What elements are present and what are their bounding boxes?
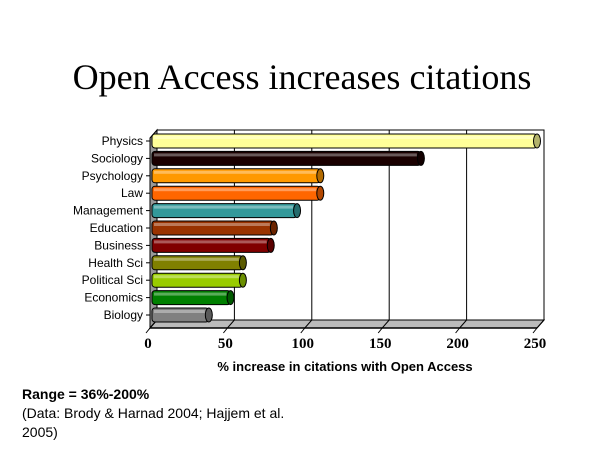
bar-end-cap [316,185,325,201]
bar [151,272,247,288]
x-tick [300,327,306,334]
category-label: Business [94,238,143,252]
x-tick-label: 50 [218,336,233,352]
floor-gridline [227,319,235,329]
bar-end-cap [266,237,275,253]
x-axis-label: % increase in citations with Open Access [217,359,472,374]
floor-gridline [304,319,313,329]
bar-end-cap [316,168,325,184]
bar-end-cap [269,220,278,236]
chart-title: Open Access increases citations [72,57,532,97]
bar-end-cap [238,255,247,271]
bar-highlight [154,240,267,244]
bar-end-cap [238,272,247,288]
x-tick-label: 100 [292,336,315,352]
bar [151,290,235,306]
category-label: Physics [102,134,143,148]
x-tick [455,327,460,334]
category-label: Psychology [82,169,143,183]
bar-end-cap [226,290,235,306]
category-label: Economics [84,291,143,305]
bar-highlight [154,292,227,296]
x-tick [145,327,151,334]
bar-highlight [154,153,417,157]
bar-end-cap [293,203,302,219]
bar [151,133,541,149]
range-note: Range = 36%-200% [22,386,150,402]
bar-highlight [154,223,270,226]
bar [151,237,275,253]
category-label: Biology [104,308,143,322]
x-tick [223,327,228,334]
category-label: Management [73,204,144,218]
bar-end-cap [204,307,213,323]
bar-end-cap [533,133,541,149]
floor-gridline [536,319,545,329]
category-label: Law [121,186,143,200]
bar [151,220,278,236]
category-label: Health Sci [88,256,143,270]
category-label: Political Sci [82,273,143,287]
source-note: (Data: Brody & Harnad 2004; Hajjem et al… [22,405,285,440]
floor-gridline [459,319,467,329]
category-label: Education [90,221,143,235]
bar [151,255,247,271]
bar-highlight [154,275,239,279]
x-tick-label: 150 [369,336,392,352]
bar [151,150,425,166]
bar [151,185,325,201]
bar-highlight [154,257,239,261]
bar-highlight [154,205,294,209]
bar [151,203,302,219]
bar-highlight [154,310,205,313]
x-tick-label: 250 [524,336,547,352]
x-tick [377,327,383,334]
bar [151,307,213,323]
bar-end-cap [416,150,425,166]
x-tick [532,327,538,334]
bar [151,168,325,184]
x-tick-label: 0 [144,336,152,352]
floor-gridline [381,319,390,329]
bar-highlight [154,170,317,174]
x-tick-label: 200 [446,336,469,352]
category-label: Sociology [91,151,143,165]
bar-highlight [154,136,533,139]
bar-highlight [154,188,317,192]
